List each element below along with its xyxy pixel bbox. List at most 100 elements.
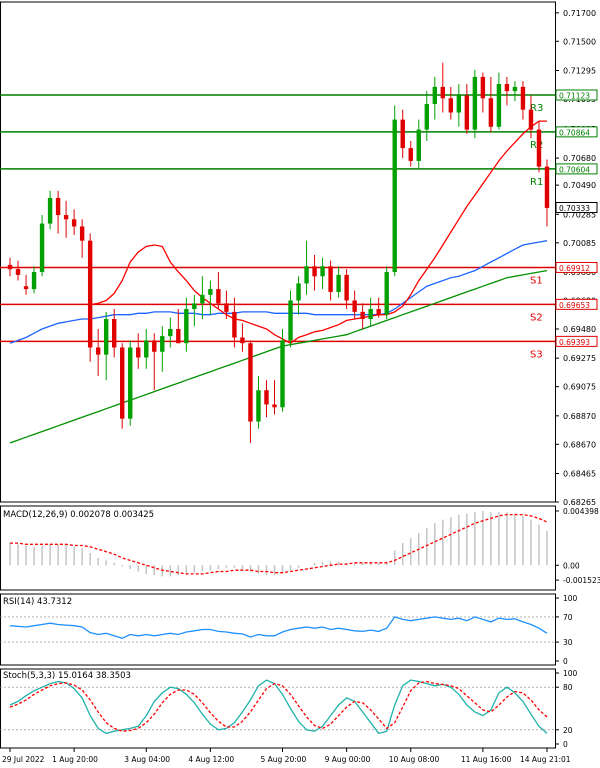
candlestick [192,294,197,327]
candle-body [111,319,117,348]
candle-body [488,98,494,127]
macd-signal-line [10,513,548,575]
candle-body [192,303,197,310]
macd-label: MACD(12,26,9) 0.002078 0.003425 [3,510,154,520]
candlestick [23,274,29,295]
stoch-tick-label: 20 [563,726,573,735]
fast-moving-average-line [9,240,548,344]
price-tick-label: 0.70085 [563,239,596,248]
candle-body [520,86,526,110]
candlestick [47,190,53,230]
candlestick [376,297,381,318]
candle-body [136,347,141,358]
candlestick [63,200,69,238]
candlestick [87,233,93,362]
level-badge [555,335,598,347]
candle-body [472,76,478,130]
stoch-tick-label: 100 [563,669,578,678]
candle-body [320,266,325,277]
time-tick-label: 5 Aug 20:00 [261,755,307,764]
candlestick [472,69,478,139]
rsi-tick-label: 0 [563,657,568,666]
candle-body [288,300,293,341]
time-axis: 29 Jul 2022 1 Aug 20:00 3 Aug 04:00 4 Aug 1… [2,748,571,764]
candlestick [488,76,494,133]
candlestick [128,340,133,426]
price-tick-label: 0.68670 [563,440,596,449]
candle-body [232,311,237,338]
level-badge-value: 0.69912 [559,264,590,273]
candle-body [120,347,125,419]
candle-body [256,390,261,422]
candlestick [200,276,205,320]
candle-body [400,119,405,149]
candle-body [464,95,470,130]
rsi-panel: 100 70 30 0 [0,593,578,666]
price-tick-label: 0.71500 [563,37,596,46]
price-tick-label: 0.69480 [563,325,596,334]
candlestick [15,260,21,281]
time-tick-label: 29 Jul 2022 [2,755,45,764]
candle-body [15,269,21,275]
current-price-value: 0.70333 [559,204,590,213]
candle-body [328,266,333,292]
candle-body [456,95,462,113]
price-tick-label: 0.70285 [563,210,596,219]
candlestick [168,317,173,348]
candle-body [31,272,37,290]
candlestick [208,280,213,315]
candlestick [224,290,229,320]
candle-body [448,98,454,113]
candlestick [416,119,421,170]
level-badge [555,298,598,310]
candle-body [176,328,181,344]
candlestick [71,209,77,235]
candlestick [312,254,317,291]
candlestick [328,260,333,301]
candle-body [248,343,253,422]
level-badge-value: 0.71123 [559,91,590,100]
rsi-tick-label: 70 [563,613,573,622]
level-badge [555,89,598,101]
level-label-s3: S3 [530,349,543,360]
candle-body [103,319,109,355]
candle-body [360,311,365,320]
candlestick [120,343,125,429]
level-badge-value: 0.70864 [559,128,590,137]
macd-tick-label: 0.00 [563,561,580,570]
price-tick-label: 0.68265 [563,498,596,507]
candlestick [304,240,309,295]
level-label-r2: R2 [530,140,543,151]
candle-body [200,294,205,304]
candlestick [248,340,253,443]
candlestick [432,76,437,120]
candlestick [496,72,502,130]
stochastic-panel: 100 80 20 0 [0,668,578,749]
time-tick-label: 14 Aug 21:01 [520,755,571,764]
candlestick [480,72,486,113]
price-panel: 0.717000.715000.712950.710950.708850.706… [0,1,598,507]
candlestick [7,257,13,277]
candle-body [63,215,69,220]
time-tick-label: 3 Aug 04:00 [124,755,170,764]
candlestick [136,333,141,369]
exponential-moving-average-line [90,120,547,344]
candlestick [408,140,413,167]
candle-body [352,300,357,312]
candlestick [544,159,550,227]
candle-body [544,166,550,208]
candle-body [95,347,101,355]
candlestick [368,297,373,327]
macd-panel: 0.004398 0.00 -0.001523 [0,505,600,591]
macd-panel-frame [0,505,556,591]
candlestick [232,297,237,348]
candle-body [504,84,510,92]
candlestick [536,121,542,173]
candle-body [39,223,45,273]
time-tick-label: 10 Aug 08:00 [389,755,440,764]
level-label-s1: S1 [530,275,543,286]
level-label-r1: R1 [530,177,543,188]
rsi-tick-label: 100 [563,594,578,603]
stoch-panel-frame [0,668,556,749]
candle-body [496,84,502,127]
